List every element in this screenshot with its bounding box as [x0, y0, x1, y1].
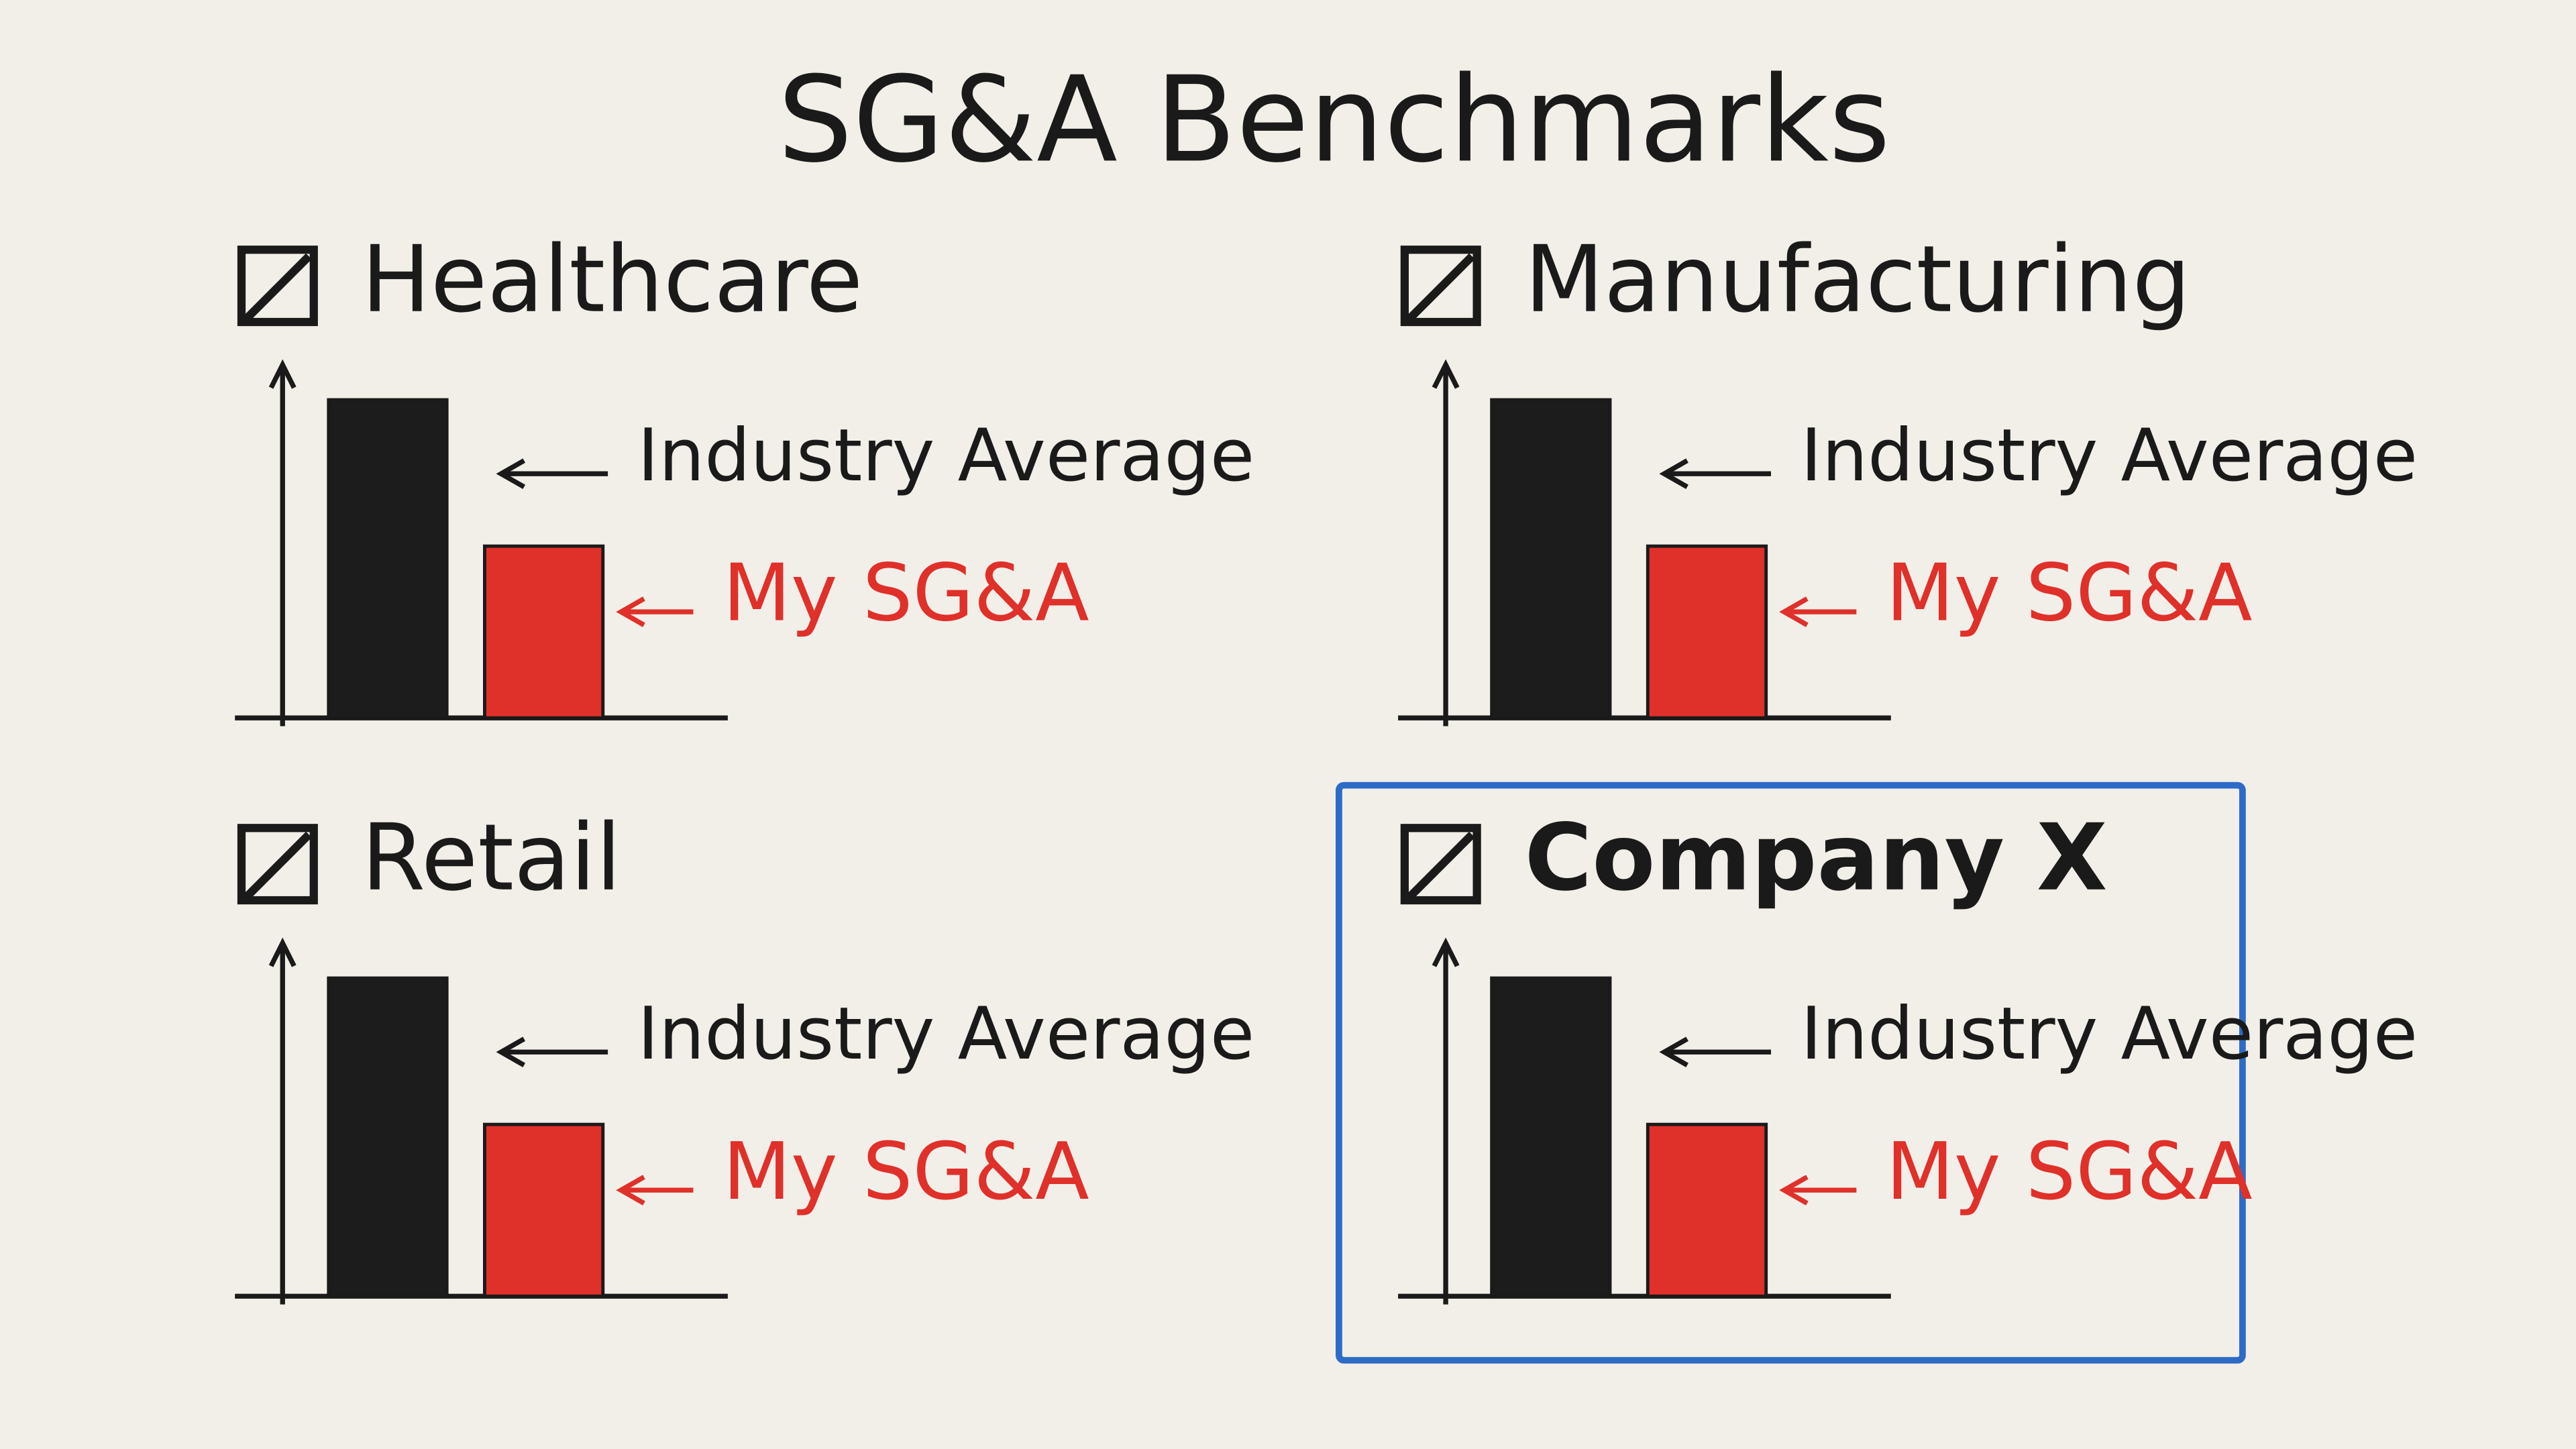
label-arrowhead — [1659, 458, 1688, 489]
y-axis-arrow — [268, 937, 297, 967]
bar — [327, 398, 449, 720]
panel-title: Company X — [1525, 805, 2108, 912]
bar — [1490, 398, 1612, 720]
bar-label: My SG&A — [1886, 1126, 2252, 1218]
checkbox-mark — [1406, 253, 1475, 322]
label-arrowhead — [1659, 1036, 1688, 1068]
label-arrowhead — [616, 1175, 645, 1205]
panel-title: Healthcare — [362, 227, 863, 333]
bar-label: Industry Average — [637, 992, 1254, 1076]
bar-label: Industry Average — [1801, 992, 2418, 1076]
label-arrowhead — [496, 1036, 526, 1068]
checkbox — [1400, 824, 1481, 905]
highlight-box — [1336, 782, 2246, 1364]
bar — [327, 976, 449, 1298]
label-arrowhead — [616, 596, 645, 627]
bar — [1490, 976, 1612, 1298]
page-title: SG&A Benchmarks — [777, 50, 1890, 189]
checkbox — [1400, 246, 1481, 327]
y-axis-arrow — [1432, 937, 1460, 967]
checkbox — [237, 246, 318, 327]
bar-label: My SG&A — [1886, 547, 2252, 639]
checkbox-mark — [244, 253, 312, 322]
bar — [1646, 1122, 1768, 1298]
bar-label: Industry Average — [1801, 414, 2418, 498]
bar — [483, 1122, 605, 1298]
bar — [483, 544, 605, 720]
bar-label: Industry Average — [637, 414, 1254, 498]
checkbox — [237, 824, 318, 905]
label-arrowhead — [1779, 1175, 1809, 1205]
checkbox-mark — [244, 831, 312, 900]
bar-label: My SG&A — [723, 547, 1089, 639]
panel-title: Retail — [362, 805, 621, 912]
bar-label: My SG&A — [723, 1126, 1089, 1218]
label-arrowhead — [496, 458, 526, 489]
bar — [1646, 544, 1768, 720]
label-arrowhead — [1779, 596, 1809, 627]
panel-title: Manufacturing — [1525, 227, 2191, 333]
checkbox-mark — [1406, 831, 1475, 900]
y-axis-arrow — [268, 359, 297, 389]
y-axis-arrow — [1432, 359, 1460, 389]
